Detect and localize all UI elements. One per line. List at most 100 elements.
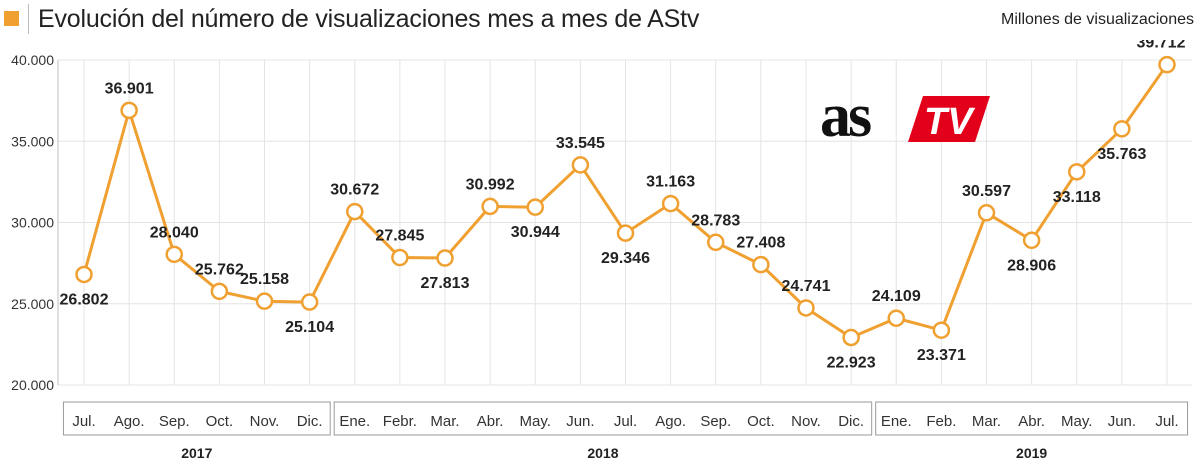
year-label: 2017 bbox=[181, 445, 212, 461]
x-tick-label: Oct. bbox=[206, 413, 234, 430]
x-axis: 2017 2018 2019 Jul. Ago. Sep. Oct. Nov. Dic. Ene.… bbox=[62, 401, 1189, 461]
x-tick-label: Jul. bbox=[1155, 413, 1178, 430]
data-point bbox=[391, 248, 409, 267]
data-label: 33.545 bbox=[556, 135, 605, 152]
x-tick-label: Oct. bbox=[747, 413, 775, 430]
data-point bbox=[661, 194, 680, 213]
logo-as-text: as bbox=[820, 90, 871, 145]
astv-logo: as TV bbox=[820, 82, 995, 150]
y-tick-label: 35.000 bbox=[11, 133, 54, 149]
data-label: 30.992 bbox=[466, 176, 515, 193]
y-tick-label: 30.000 bbox=[11, 215, 54, 231]
data-label: 25.158 bbox=[240, 271, 289, 288]
data-point bbox=[1158, 55, 1176, 74]
data-label: 28.783 bbox=[691, 212, 740, 229]
y-axis: 20.000 25.000 30.000 35.000 40.000 bbox=[11, 52, 54, 393]
data-label: 29.346 bbox=[601, 250, 650, 267]
data-label: 27.408 bbox=[736, 235, 785, 252]
data-point bbox=[255, 292, 274, 310]
x-tick-label: May. bbox=[1061, 413, 1092, 430]
data-point bbox=[210, 282, 229, 301]
data-point bbox=[120, 101, 138, 120]
data-point bbox=[75, 265, 93, 284]
data-point bbox=[797, 299, 815, 317]
data-label: 30.944 bbox=[511, 224, 560, 241]
data-label: 25.104 bbox=[285, 319, 334, 336]
units-label: Millones de visualizaciones bbox=[1001, 11, 1194, 28]
x-tick-label: Sep. bbox=[159, 413, 190, 430]
x-tick-label: Jul. bbox=[72, 413, 95, 430]
x-tick-label: Abr. bbox=[477, 413, 504, 430]
data-markers bbox=[75, 55, 1176, 347]
data-point bbox=[1068, 163, 1086, 181]
y-tick-label: 40.000 bbox=[11, 52, 54, 68]
data-label: 23.371 bbox=[917, 347, 966, 364]
x-tick-label: Ago. bbox=[655, 413, 686, 430]
data-label: 33.118 bbox=[1053, 189, 1101, 206]
logo-tv-badge bbox=[908, 96, 990, 142]
x-tick-label: Dic. bbox=[838, 413, 864, 430]
y-tick-label: 25.000 bbox=[11, 296, 54, 312]
data-label: 35.763 bbox=[1097, 146, 1146, 163]
year-label: 2018 bbox=[587, 445, 618, 461]
x-tick-label: Dic. bbox=[297, 413, 323, 430]
x-tick-label: Mar. bbox=[972, 413, 1001, 430]
x-tick-label: Ene. bbox=[339, 413, 370, 430]
data-point bbox=[842, 328, 860, 347]
x-tick-label: Feb. bbox=[926, 413, 956, 430]
data-point bbox=[436, 249, 454, 267]
data-point bbox=[346, 202, 364, 221]
data-point bbox=[481, 197, 499, 216]
data-label: 27.813 bbox=[421, 275, 470, 292]
title-marker-square bbox=[4, 11, 19, 26]
x-tick-label: Mar. bbox=[430, 413, 459, 430]
x-tick-label: Jun. bbox=[566, 413, 594, 430]
x-tick-label: Febr. bbox=[383, 413, 417, 430]
data-point bbox=[887, 309, 905, 327]
data-point bbox=[707, 233, 725, 252]
data-point bbox=[526, 198, 544, 216]
year-bracket bbox=[62, 401, 331, 436]
data-point bbox=[932, 321, 951, 339]
x-tick-label: Ago. bbox=[114, 413, 145, 430]
data-label: 39.712 bbox=[1137, 40, 1186, 52]
title-divider bbox=[28, 4, 29, 34]
data-label: 22.923 bbox=[827, 355, 876, 372]
x-tick-label: Jul. bbox=[614, 413, 637, 430]
data-label: 28.040 bbox=[150, 224, 199, 241]
x-tick-label: May. bbox=[520, 413, 551, 430]
x-tick-label: Nov. bbox=[250, 413, 280, 430]
data-point bbox=[300, 293, 319, 311]
data-label: 36.901 bbox=[105, 80, 154, 97]
year-bracket bbox=[333, 401, 873, 436]
data-label: 24.109 bbox=[872, 288, 921, 305]
year-bracket bbox=[875, 401, 1189, 436]
data-point bbox=[1113, 120, 1131, 138]
data-label: 26.802 bbox=[60, 291, 109, 308]
logo-tv-text: TV bbox=[924, 101, 975, 143]
data-label: 31.163 bbox=[646, 174, 695, 191]
data-point bbox=[752, 255, 770, 274]
data-point bbox=[977, 204, 996, 222]
data-point bbox=[165, 245, 183, 264]
data-label: 28.906 bbox=[1007, 257, 1056, 274]
chart-header: Evolución del número de visualizaciones … bbox=[0, 0, 1200, 40]
x-tick-label: Abr. bbox=[1018, 413, 1045, 430]
data-label: 30.597 bbox=[962, 183, 1011, 200]
data-label: 25.762 bbox=[195, 261, 244, 278]
line-chart: 20.000 25.000 30.000 35.000 40.000 26.802 36.… bbox=[11, 40, 1192, 461]
data-label: 24.741 bbox=[782, 278, 831, 295]
x-tick-label: Ene. bbox=[881, 413, 912, 430]
y-tick-label: 20.000 bbox=[11, 377, 54, 393]
data-point bbox=[616, 224, 635, 242]
x-tick-label: Nov. bbox=[791, 413, 821, 430]
x-tick-label: Sep. bbox=[700, 413, 731, 430]
data-label: 30.672 bbox=[330, 182, 379, 199]
chart-title: Evolución del número de visualizaciones … bbox=[38, 5, 700, 33]
data-point bbox=[571, 156, 590, 174]
year-label: 2019 bbox=[1016, 445, 1047, 461]
data-point bbox=[1022, 231, 1041, 250]
x-tick-label: Jun. bbox=[1108, 413, 1136, 430]
data-label: 27.845 bbox=[375, 228, 424, 245]
